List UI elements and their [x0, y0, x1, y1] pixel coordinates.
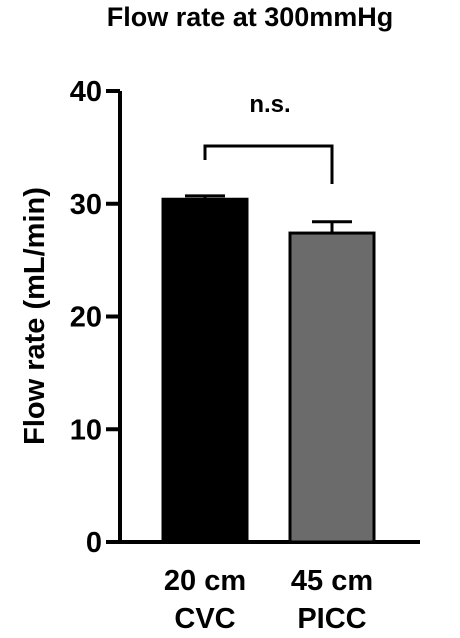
y-axis-label: Flow rate (mL/min)	[19, 187, 51, 445]
significance-label: n.s.	[249, 91, 290, 118]
y-tick-label: 20	[70, 302, 102, 334]
category-labels: 20 cm CVC 45 cm PICC	[164, 565, 373, 635]
category-label-line1: 20 cm	[164, 565, 246, 597]
category-label-line1: 45 cm	[291, 565, 373, 597]
bracket-line	[203, 144, 334, 184]
bar	[161, 197, 249, 544]
bars	[161, 197, 376, 544]
significance-bracket	[203, 144, 334, 184]
error-bars	[185, 194, 352, 234]
bar	[288, 231, 376, 544]
category-label-line2: CVC	[174, 603, 235, 635]
y-tick-label: 10	[70, 414, 102, 446]
y-axis: 0 10 20 30 40	[70, 76, 122, 559]
category-label-line2: PICC	[297, 603, 366, 635]
y-tick-label: 0	[86, 527, 102, 559]
y-tick-label: 30	[70, 189, 102, 221]
chart-title: Flow rate at 300mmHg	[107, 2, 394, 32]
y-tick-label: 40	[70, 76, 102, 108]
